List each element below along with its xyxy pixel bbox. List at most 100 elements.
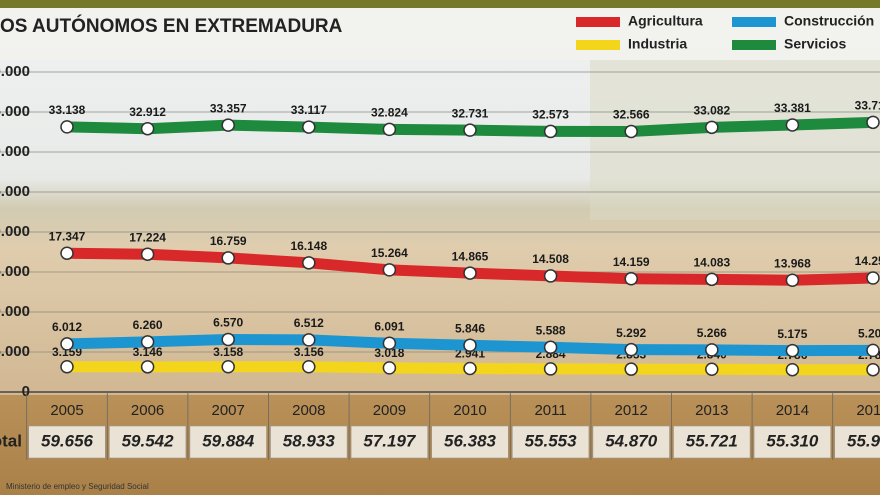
point [140,335,155,349]
data-label: 32.573 [532,108,569,122]
point [463,123,477,137]
y-tick-label: 35.000 [0,103,30,120]
totals-value: 55.310 [766,431,819,450]
data-label: 6.570 [213,316,243,330]
totals-cell [189,425,267,459]
x-tick-label: 2015 [856,402,880,419]
point [463,338,477,352]
point [140,360,155,374]
data-label: 33.710 [855,98,880,112]
data-label: 32.731 [452,106,489,120]
totals-cell [511,425,590,459]
data-label: 6.260 [133,318,163,332]
point [302,333,316,347]
totals-value: 57.197 [363,431,417,450]
y-tick-label: 40.000 [0,63,30,80]
data-label: 32.566 [613,108,650,122]
totals-value: 56.383 [444,431,497,450]
y-tick-label: 5.000 [0,343,30,360]
point [60,246,74,260]
point [785,273,800,288]
point [705,362,719,377]
data-label: 5.203 [858,327,880,341]
point [785,343,800,358]
data-label: 15.264 [371,246,408,260]
header-band [0,8,880,60]
legend-swatch [732,40,776,50]
x-tick-label: 2005 [50,402,83,419]
point [140,121,155,136]
source: Ministerio de empleo y Seguridad Social [6,482,149,491]
point [302,120,316,134]
point [866,343,880,358]
point [866,115,880,130]
point [60,359,74,374]
point [785,362,800,377]
data-label: 14.159 [613,255,650,269]
totals-value: 58.933 [283,431,336,450]
totals-value: 59.542 [122,431,175,450]
data-label: 32.824 [371,106,408,120]
chart-title: OS AUTÓNOMOS EN EXTREMADURA [0,15,343,37]
totals-cell [592,425,670,459]
y-tick-label: 30.000 [0,143,30,160]
totals-cell [28,425,106,459]
data-label: 33.138 [49,103,86,117]
point [785,118,800,132]
data-label: 3.156 [294,345,324,359]
point [463,266,477,280]
point [302,256,316,270]
totals-value: 55.721 [686,431,738,450]
totals-value: 59.884 [202,431,255,450]
y-tick-label: 15.000 [0,263,30,280]
y-tick-label: 25.000 [0,183,30,200]
data-label: 33.381 [774,101,811,115]
point [624,271,638,286]
totals-cell [753,425,831,459]
y-tick-label: 20.000 [0,223,30,240]
totals-label: Total [0,431,22,450]
legend-label: Industria [628,36,687,52]
data-label: 5.292 [616,326,646,340]
point [866,271,880,285]
x-tick-label: 2013 [695,402,728,419]
data-label: 17.224 [129,230,166,244]
data-label: 5.846 [455,321,485,335]
point [624,342,638,357]
data-label: 14.083 [693,256,730,270]
data-label: 33.117 [291,103,327,117]
x-tick-label: 2008 [292,402,325,419]
legend-label: Servicios [784,36,846,52]
data-label: 17.347 [49,229,86,243]
point [60,120,74,134]
data-label: 6.512 [294,316,324,330]
point [705,272,719,287]
data-label: 14.250 [855,254,880,268]
x-tick-label: 2007 [212,402,245,419]
data-label: 5.266 [697,326,727,340]
totals-cell [834,425,880,459]
point [382,336,397,351]
x-tick-label: 2006 [131,402,164,419]
point [221,251,235,265]
totals-cell [270,425,348,459]
point [624,124,638,139]
x-tick-label: 2010 [453,402,486,419]
legend-swatch [732,17,776,27]
data-label: 3.158 [213,345,243,359]
data-label: 33.357 [210,101,247,115]
point [382,263,397,277]
totals-cell [673,425,751,459]
data-label: 14.508 [532,252,569,266]
legend-label: Agricultura [628,13,703,29]
point [221,118,235,132]
x-tick-label: 2009 [373,402,406,419]
data-label: 3.146 [133,345,163,359]
top-bar [0,0,880,8]
x-tick-label: 2014 [776,402,809,419]
point [60,337,74,351]
data-label: 6.012 [52,320,82,334]
data-label: 3.018 [374,346,404,360]
